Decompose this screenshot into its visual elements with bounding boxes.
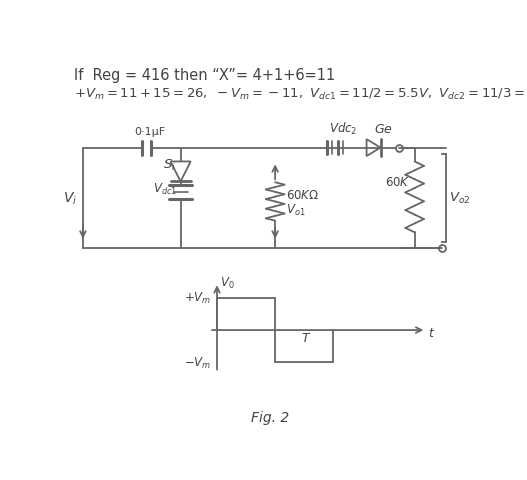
Text: Fig. 2: Fig. 2	[250, 410, 289, 424]
Text: $S_i$: $S_i$	[163, 157, 175, 172]
Text: $V_{dc1}$: $V_{dc1}$	[153, 181, 178, 196]
Text: $T$: $T$	[301, 331, 311, 344]
Text: $60K\Omega$: $60K\Omega$	[286, 188, 319, 201]
Text: $60K$: $60K$	[385, 175, 411, 188]
Text: $V_i$: $V_i$	[63, 190, 77, 206]
Text: $Vdc_2$: $Vdc_2$	[329, 121, 358, 137]
Text: $V_0$: $V_0$	[220, 275, 235, 290]
Text: $+V_m$: $+V_m$	[184, 290, 212, 305]
Text: $V_{o1}$: $V_{o1}$	[286, 203, 306, 217]
Text: $- V_m$: $- V_m$	[184, 355, 212, 370]
Text: $t$: $t$	[428, 326, 435, 339]
Text: If  Reg = 416 then “X”= 4+1+6=11: If Reg = 416 then “X”= 4+1+6=11	[74, 68, 335, 84]
Text: 0·1μF: 0·1μF	[134, 127, 165, 137]
Text: $Ge$: $Ge$	[374, 123, 393, 136]
Text: $+V_m= 11+15=26,\ -V_m= -11,\ V_{dc1}= 11/2=5.5V,\ V_{dc2}= 11/3=3.7V$: $+V_m= 11+15=26,\ -V_m= -11,\ V_{dc1}= 1…	[74, 87, 527, 102]
Text: $V_{o2}$: $V_{o2}$	[448, 191, 471, 206]
